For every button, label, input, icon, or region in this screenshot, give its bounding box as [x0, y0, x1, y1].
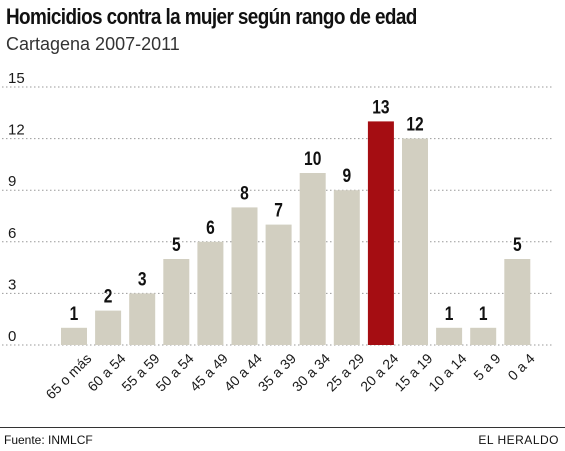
x-tick-label: 0 a 4 — [504, 350, 537, 383]
bar — [299, 173, 326, 345]
chart-subtitle: Cartagena 2007-2011 — [6, 34, 180, 54]
data-label: 1 — [70, 302, 79, 324]
x-tick-label: 5 a 9 — [470, 350, 503, 383]
bar — [504, 259, 531, 345]
bar — [402, 138, 428, 345]
bar — [333, 190, 360, 345]
publisher-brand: EL HERALDO — [478, 433, 559, 447]
y-tick-label: 9 — [8, 173, 16, 190]
data-label: 13 — [372, 96, 390, 118]
bar — [367, 121, 394, 346]
bar — [163, 259, 190, 345]
footer-divider — [0, 427, 565, 428]
data-label: 9 — [342, 165, 351, 187]
x-tick-label: 10 a 14 — [425, 350, 469, 394]
chart-title: Homicidios contra la mujer según rango d… — [6, 4, 417, 29]
bar — [231, 207, 258, 345]
data-label: 5 — [172, 234, 181, 256]
data-label: 5 — [513, 234, 522, 256]
data-label: 8 — [240, 182, 249, 204]
source-note: Fuente: INMLCF — [4, 433, 93, 447]
bar — [197, 241, 224, 345]
x-tick-label: 65 o más — [42, 350, 94, 402]
data-label: 2 — [104, 285, 113, 307]
y-tick-label: 3 — [8, 276, 16, 293]
bar — [61, 327, 87, 345]
y-tick-label: 12 — [8, 122, 25, 139]
bar — [95, 310, 122, 345]
data-label: 10 — [304, 148, 321, 170]
data-label: 6 — [206, 216, 215, 238]
bar — [265, 224, 292, 345]
data-label: 1 — [445, 302, 454, 324]
y-tick-label: 0 — [8, 328, 16, 345]
data-label: 7 — [274, 199, 283, 221]
y-tick-label: 6 — [8, 225, 16, 242]
data-label: 12 — [406, 113, 423, 135]
data-label: 3 — [138, 268, 147, 290]
y-tick-label: 15 — [8, 70, 25, 87]
bar — [436, 327, 463, 345]
bar — [470, 327, 497, 345]
bar — [129, 293, 156, 345]
data-label: 1 — [479, 302, 488, 324]
